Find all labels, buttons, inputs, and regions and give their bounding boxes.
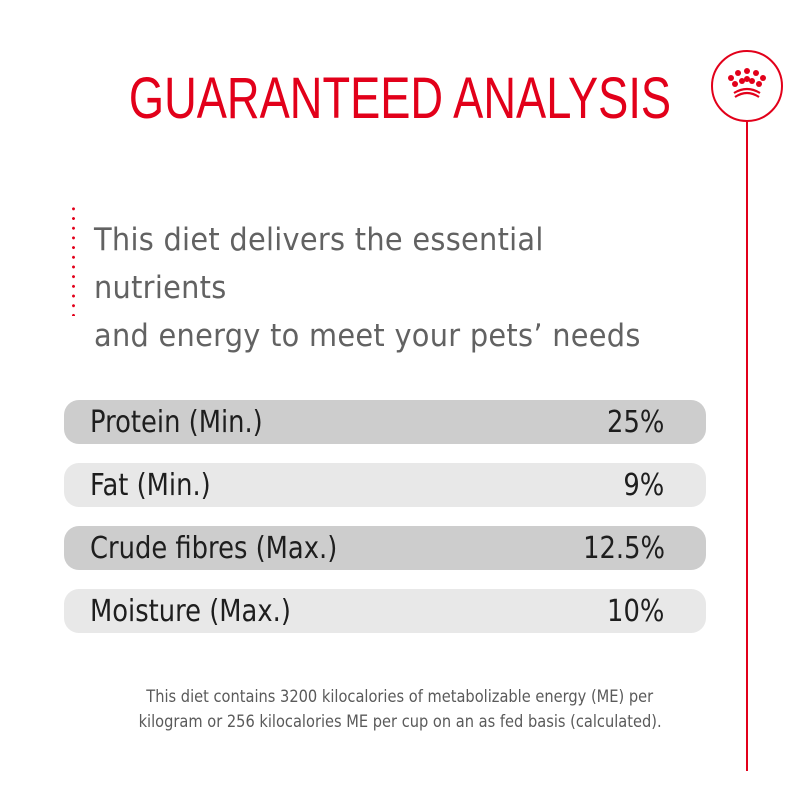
dotted-divider bbox=[72, 204, 75, 316]
decorative-timeline-line bbox=[746, 121, 748, 771]
row-value: 12.5% bbox=[582, 530, 665, 566]
intro-text: This diet delivers the essential nutrien… bbox=[94, 216, 671, 360]
analysis-row-fat: Fat (Min.) 9% bbox=[64, 463, 706, 507]
row-value: 25% bbox=[607, 404, 665, 440]
row-label: Crude fibres (Max.) bbox=[90, 530, 338, 566]
analysis-row-moisture: Moisture (Max.) 10% bbox=[64, 589, 706, 633]
brand-logo bbox=[711, 50, 783, 122]
page-title: GUARANTEED ANALYSIS bbox=[128, 66, 672, 131]
row-value: 10% bbox=[607, 593, 665, 629]
row-label: Protein (Min.) bbox=[90, 404, 263, 440]
analysis-row-protein: Protein (Min.) 25% bbox=[64, 400, 706, 444]
footnote-line-1: This diet contains 3200 kilocalories of … bbox=[146, 687, 654, 707]
intro-line-1: This diet delivers the essential nutrien… bbox=[94, 222, 544, 306]
analysis-row-crude-fibres: Crude fibres (Max.) 12.5% bbox=[64, 526, 706, 570]
intro-line-2: and energy to meet your pets’ needs bbox=[94, 318, 641, 354]
royal-crown-icon bbox=[728, 68, 766, 98]
row-label: Moisture (Max.) bbox=[90, 593, 291, 629]
analysis-table: Protein (Min.) 25% Fat (Min.) 9% Crude f… bbox=[64, 400, 706, 652]
energy-footnote: This diet contains 3200 kilocalories of … bbox=[0, 685, 800, 735]
row-value: 9% bbox=[623, 467, 665, 503]
row-label: Fat (Min.) bbox=[90, 467, 211, 503]
footnote-line-2: kilogram or 256 kilocalories ME per cup … bbox=[138, 712, 662, 732]
